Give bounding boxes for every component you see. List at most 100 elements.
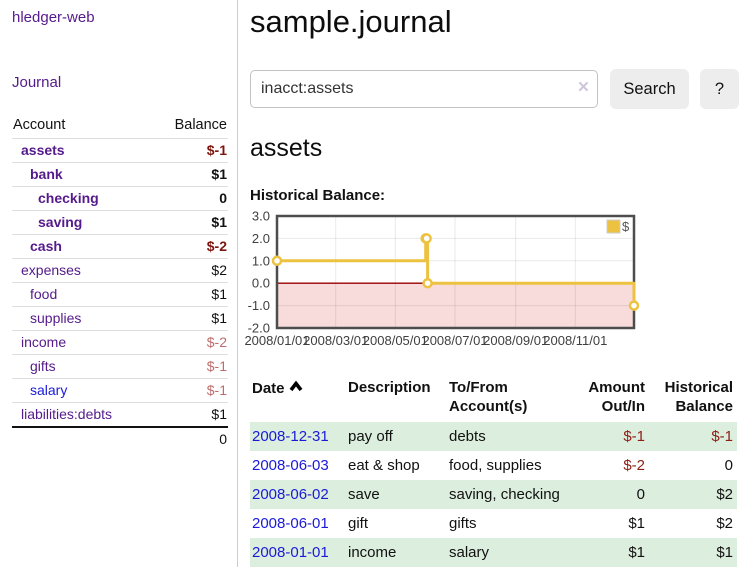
- transaction-date-link[interactable]: 2008-12-31: [252, 428, 329, 445]
- transaction-amount: 0: [564, 480, 649, 509]
- chart-container: $3.02.01.00.0-1.0-2.02008/01/012008/03/0…: [243, 211, 741, 356]
- column-header-amount-outin: AmountOut/In: [564, 376, 649, 422]
- account-row: supplies $1: [12, 307, 228, 331]
- transaction-balance: 0: [649, 451, 737, 480]
- account-row: liabilities:debts $1: [12, 403, 228, 428]
- transaction-row: 2008-06-01 gift gifts $1 $2: [250, 509, 737, 538]
- page: hledger-web Journal Account Balance asse…: [0, 0, 742, 567]
- transaction-description: eat & shop: [346, 451, 447, 480]
- transaction-date-link[interactable]: 2008-06-01: [252, 515, 329, 532]
- transaction-date-link[interactable]: 2008-01-01: [252, 544, 329, 561]
- account-row: cash $-2: [12, 235, 228, 259]
- balance-column-header: Balance: [152, 113, 228, 139]
- svg-text:3.0: 3.0: [252, 211, 270, 224]
- historical-balance-chart: $3.02.01.00.0-1.0-2.02008/01/012008/03/0…: [243, 211, 742, 356]
- account-link-bank[interactable]: bank: [30, 166, 63, 182]
- svg-text:0.0: 0.0: [252, 276, 270, 291]
- transaction-accounts: salary: [447, 538, 564, 567]
- transaction-amount: $-2: [564, 451, 649, 480]
- svg-text:2008/05/01: 2008/05/01: [363, 333, 428, 348]
- account-link-saving[interactable]: saving: [38, 214, 82, 230]
- register-header-row: Date Description To/FromAccount(s) Amoun…: [250, 376, 737, 422]
- transaction-balance: $2: [649, 509, 737, 538]
- svg-text:-1.0: -1.0: [248, 298, 270, 313]
- brand-link[interactable]: hledger-web: [12, 9, 95, 26]
- account-balance: $2: [152, 259, 228, 283]
- svg-text:2008/03/01: 2008/03/01: [303, 333, 368, 348]
- sidebar-item-journal[interactable]: Journal: [12, 74, 61, 91]
- transaction-date-link[interactable]: 2008-06-02: [252, 486, 329, 503]
- transaction-amount: $1: [564, 538, 649, 567]
- account-link-gifts[interactable]: gifts: [30, 358, 56, 374]
- accounts-balance-table: Account Balance assets $-1 bank $1 check…: [12, 113, 228, 451]
- account-balance: $-2: [152, 235, 228, 259]
- account-link-checking[interactable]: checking: [38, 190, 99, 206]
- account-row: salary $-1: [12, 379, 228, 403]
- search-input[interactable]: [250, 70, 598, 108]
- accounts-total-value: 0: [152, 427, 228, 451]
- accounts-header-row: Account Balance: [12, 113, 228, 139]
- transaction-row: 2008-01-01 income salary $1 $1: [250, 538, 737, 567]
- svg-text:2008/07/01: 2008/07/01: [422, 333, 487, 348]
- account-balance: $-1: [152, 379, 228, 403]
- account-balance: $-1: [152, 355, 228, 379]
- column-header-date[interactable]: Date: [250, 376, 346, 422]
- sidebar: hledger-web Journal Account Balance asse…: [0, 0, 238, 567]
- account-row: gifts $-1: [12, 355, 228, 379]
- account-balance: $-1: [152, 139, 228, 163]
- account-row: income $-2: [12, 331, 228, 355]
- account-balance: 0: [152, 187, 228, 211]
- column-header-description: Description: [346, 376, 447, 422]
- account-link-assets[interactable]: assets: [21, 142, 65, 158]
- transaction-description: income: [346, 538, 447, 567]
- sort-ascending-icon: [289, 378, 303, 397]
- account-link-liabilities-debts[interactable]: liabilities:debts: [21, 406, 112, 422]
- clear-search-icon[interactable]: ×: [578, 77, 589, 99]
- search-button[interactable]: Search: [610, 69, 689, 109]
- transaction-amount: $1: [564, 509, 649, 538]
- transaction-accounts: food, supplies: [447, 451, 564, 480]
- column-header-historical-balance: HistoricalBalance: [649, 376, 737, 422]
- transaction-description: pay off: [346, 422, 447, 451]
- account-link-food[interactable]: food: [30, 286, 57, 302]
- account-balance: $1: [152, 307, 228, 331]
- account-balance: $1: [152, 211, 228, 235]
- transaction-date-link[interactable]: 2008-06-03: [252, 457, 329, 474]
- svg-text:2008/11/01: 2008/11/01: [543, 333, 607, 348]
- transaction-balance: $1: [649, 538, 737, 567]
- account-link-salary[interactable]: salary: [30, 382, 67, 398]
- transaction-balance: $-1: [649, 422, 737, 451]
- svg-text:2008/01/01: 2008/01/01: [244, 333, 309, 348]
- transaction-accounts: saving, checking: [447, 480, 564, 509]
- transaction-amount: $-1: [564, 422, 649, 451]
- transaction-row: 2008-12-31 pay off debts $-1 $-1: [250, 422, 737, 451]
- svg-text:2.0: 2.0: [252, 231, 270, 246]
- account-balance: $1: [152, 403, 228, 428]
- accounts-total-row: 0: [12, 427, 228, 451]
- column-header-tofrom-accounts: To/FromAccount(s): [447, 376, 564, 422]
- chart-label: Historical Balance:: [250, 187, 741, 204]
- account-row: food $1: [12, 283, 228, 307]
- page-title: sample.journal: [250, 4, 741, 40]
- account-row: checking 0: [12, 187, 228, 211]
- account-link-supplies[interactable]: supplies: [30, 310, 81, 326]
- account-balance: $1: [152, 163, 228, 187]
- account-link-cash[interactable]: cash: [30, 238, 62, 254]
- register-table: Date Description To/FromAccount(s) Amoun…: [250, 376, 737, 567]
- help-button[interactable]: ?: [700, 69, 739, 109]
- transaction-description: gift: [346, 509, 447, 538]
- account-row: bank $1: [12, 163, 228, 187]
- transaction-balance: $2: [649, 480, 737, 509]
- transaction-description: save: [346, 480, 447, 509]
- svg-text:$: $: [622, 219, 630, 234]
- account-link-income[interactable]: income: [21, 334, 66, 350]
- account-row: expenses $2: [12, 259, 228, 283]
- transaction-accounts: gifts: [447, 509, 564, 538]
- svg-text:1.0: 1.0: [252, 253, 270, 268]
- main-content: sample.journal × Search ? assets Histori…: [238, 0, 741, 567]
- account-row: saving $1: [12, 211, 228, 235]
- account-link-expenses[interactable]: expenses: [21, 262, 81, 278]
- account-row: assets $-1: [12, 139, 228, 163]
- transaction-row: 2008-06-02 save saving, checking 0 $2: [250, 480, 737, 509]
- search-form: × Search ?: [250, 69, 741, 109]
